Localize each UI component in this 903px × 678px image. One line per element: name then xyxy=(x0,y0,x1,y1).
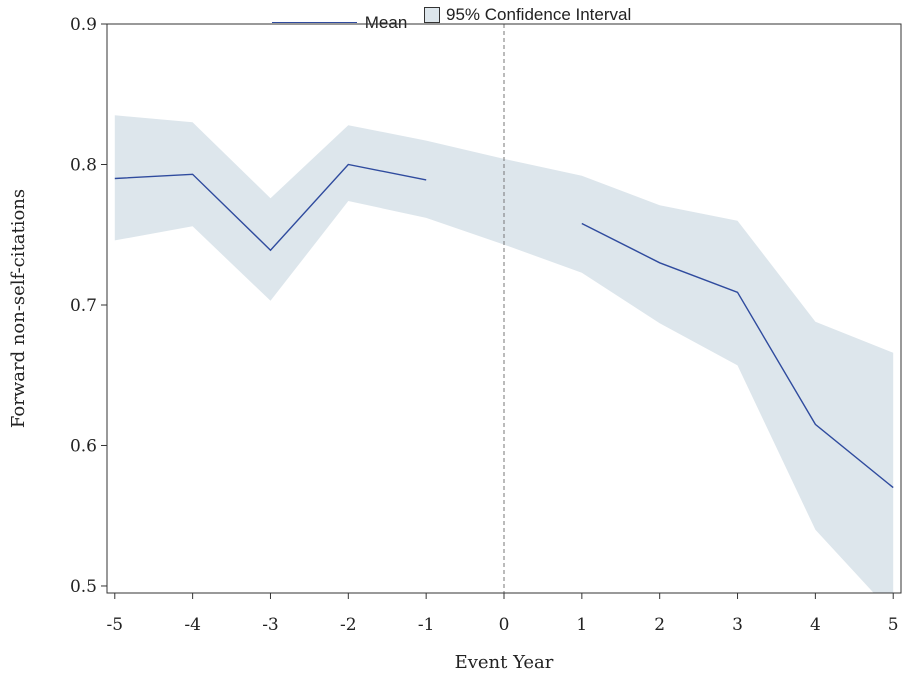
y-axis-title: Forward non-self-citations xyxy=(8,189,29,428)
legend-ci-swatch xyxy=(424,7,441,23)
x-tick-label: 0 xyxy=(499,615,510,635)
x-tick-label: -5 xyxy=(107,615,124,635)
mean-line-segment xyxy=(581,222,894,489)
legend-item-mean: Mean xyxy=(271,12,408,33)
legend-ci-label: 95% Confidence Interval xyxy=(446,5,632,24)
x-tick-label: 3 xyxy=(732,615,743,635)
confidence-band xyxy=(114,115,894,593)
x-tick-label: 2 xyxy=(654,615,665,635)
x-tick-label: -1 xyxy=(418,615,435,635)
x-tick-label: 1 xyxy=(576,615,587,635)
confidence-band-layer xyxy=(114,115,894,593)
x-axis-title: Event Year xyxy=(455,652,554,673)
x-tick-label: -3 xyxy=(262,615,279,635)
y-tick-label: 0.6 xyxy=(70,436,97,456)
y-tick-label: 0.8 xyxy=(70,155,97,175)
legend: Mean 95% Confidence Interval xyxy=(0,5,903,33)
x-tick-label: -2 xyxy=(340,615,357,635)
axes: -5 -4 -3 -2 -1 0 1 2 3 4 5 0.5 0.6 0.7 0.8 0.9 xyxy=(70,15,902,635)
y-tick-label: 0.7 xyxy=(70,296,97,316)
x-tick-label: 5 xyxy=(888,615,899,635)
x-tick-label: 4 xyxy=(810,615,821,635)
legend-mean-swatch xyxy=(271,22,357,23)
y-tick-label: 0.5 xyxy=(70,577,97,597)
y-tick-label: 0.9 xyxy=(70,15,97,35)
mean-series-layer xyxy=(114,163,894,489)
legend-mean-label: Mean xyxy=(364,12,408,32)
mean-line-segment xyxy=(114,163,427,252)
legend-item-ci: 95% Confidence Interval xyxy=(424,5,631,25)
x-tick-label: -4 xyxy=(184,615,201,635)
